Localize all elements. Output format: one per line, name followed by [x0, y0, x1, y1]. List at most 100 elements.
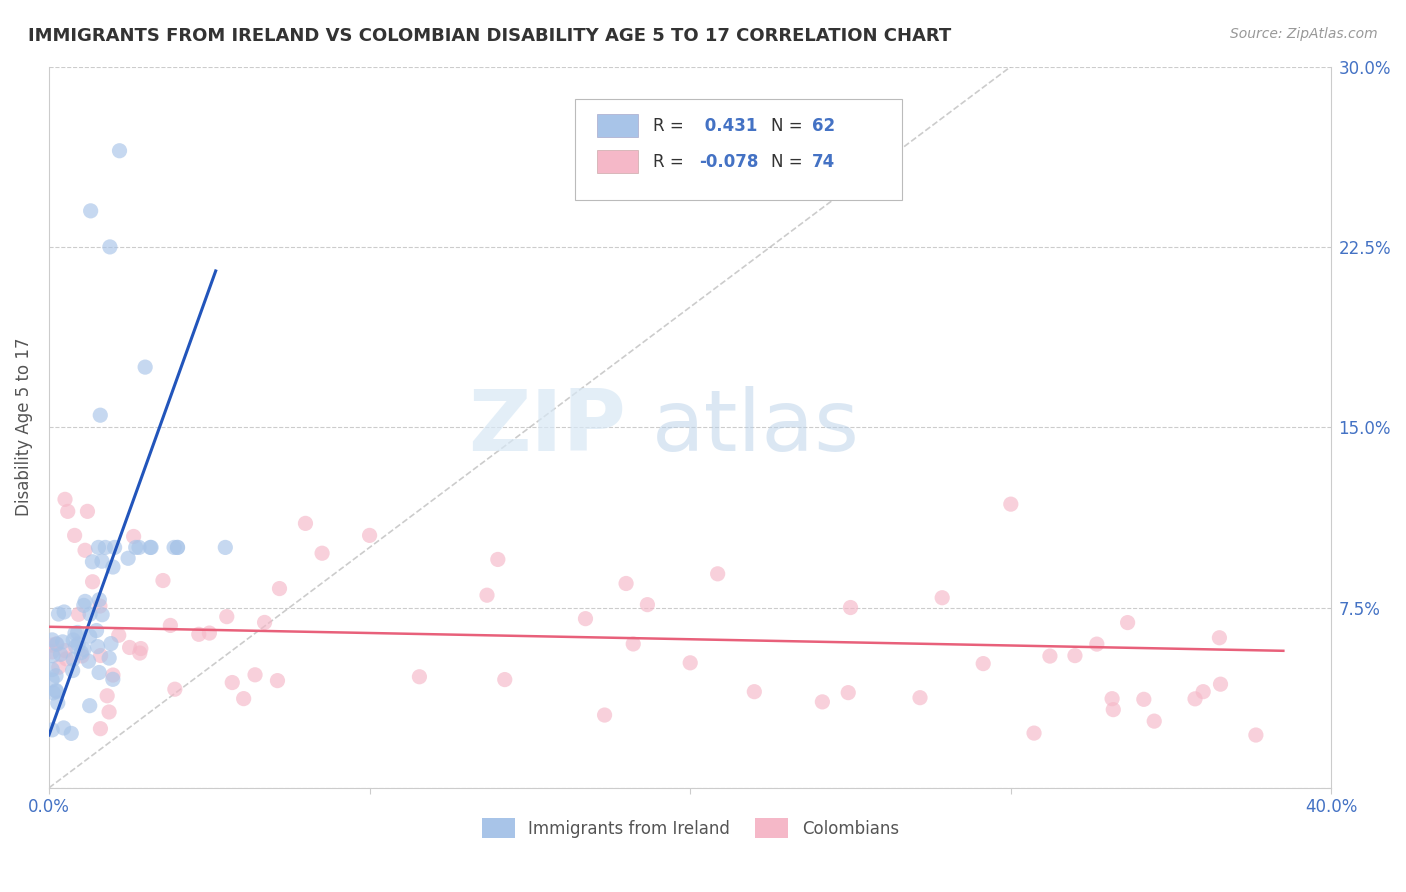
Point — [1101, 691, 1123, 706]
Point — [486, 552, 509, 566]
Point — [122, 529, 145, 543]
Point — [63, 626, 86, 640]
Text: IMMIGRANTS FROM IRELAND VS COLOMBIAN DISABILITY AGE 5 TO 17 CORRELATION CHART: IMMIGRANTS FROM IRELAND VS COLOMBIAN DIS… — [28, 27, 952, 45]
Point — [45, 684, 67, 698]
Point — [89, 722, 111, 736]
Point — [311, 546, 333, 560]
Text: ZIP: ZIP — [468, 385, 626, 468]
FancyBboxPatch shape — [596, 150, 637, 173]
Point — [79, 607, 101, 621]
Point — [221, 675, 243, 690]
Text: -0.078: -0.078 — [699, 153, 759, 170]
Point — [56, 504, 79, 518]
Point — [636, 598, 658, 612]
Point — [215, 609, 238, 624]
Point — [67, 607, 90, 622]
Point — [104, 541, 127, 555]
Point — [90, 648, 112, 663]
Point — [972, 657, 994, 671]
Point — [232, 691, 254, 706]
Point — [101, 673, 124, 687]
Point — [70, 648, 93, 663]
Point — [98, 651, 121, 665]
Point — [79, 203, 101, 218]
Point — [45, 683, 67, 698]
Point — [837, 685, 859, 699]
Point — [49, 648, 72, 662]
Text: 62: 62 — [813, 117, 835, 135]
FancyBboxPatch shape — [575, 99, 901, 200]
Point — [118, 640, 141, 655]
Point — [931, 591, 953, 605]
Text: 0.431: 0.431 — [699, 117, 763, 135]
Point — [243, 668, 266, 682]
Point — [1184, 691, 1206, 706]
Point — [73, 599, 96, 613]
Point — [66, 625, 89, 640]
Point — [108, 144, 131, 158]
Point — [166, 541, 188, 555]
Point — [166, 541, 188, 555]
Point — [53, 643, 76, 657]
Point — [94, 541, 117, 555]
Point — [908, 690, 931, 705]
Point — [62, 633, 84, 648]
Point — [48, 660, 70, 674]
Point — [839, 600, 862, 615]
Point — [408, 670, 430, 684]
Point — [53, 492, 76, 507]
Point — [82, 555, 104, 569]
Point — [294, 516, 316, 531]
Point — [98, 705, 121, 719]
Point — [53, 605, 76, 619]
Point — [1102, 703, 1125, 717]
Point — [41, 645, 63, 659]
Point — [494, 673, 516, 687]
Point — [152, 574, 174, 588]
Point — [73, 642, 96, 657]
Point — [101, 560, 124, 574]
Point — [41, 632, 63, 647]
Point — [1192, 684, 1215, 698]
Point — [621, 637, 644, 651]
Text: R =: R = — [652, 153, 689, 170]
Point — [45, 637, 67, 651]
Point — [86, 640, 108, 654]
Point — [163, 541, 186, 555]
Point — [107, 628, 129, 642]
Point — [89, 408, 111, 422]
Point — [266, 673, 288, 688]
Point — [62, 664, 84, 678]
Point — [1039, 649, 1062, 664]
Point — [253, 615, 276, 630]
Point — [82, 574, 104, 589]
Point — [1022, 726, 1045, 740]
Point — [87, 541, 110, 555]
Point — [139, 541, 162, 555]
Point — [65, 640, 87, 654]
Point — [129, 641, 152, 656]
Point — [475, 588, 498, 602]
Point — [96, 689, 118, 703]
Point — [46, 696, 69, 710]
Point — [706, 566, 728, 581]
Point — [63, 528, 86, 542]
Point — [614, 576, 637, 591]
Point — [42, 686, 65, 700]
Point — [214, 541, 236, 555]
Legend: Immigrants from Ireland, Colombians: Immigrants from Ireland, Colombians — [475, 812, 905, 845]
Point — [41, 663, 63, 677]
Point — [125, 541, 148, 555]
Point — [62, 652, 84, 666]
Point — [100, 637, 122, 651]
Text: 74: 74 — [813, 153, 835, 170]
Point — [87, 665, 110, 680]
Point — [128, 541, 150, 555]
Point — [1209, 677, 1232, 691]
Point — [744, 684, 766, 698]
Text: Source: ZipAtlas.com: Source: ZipAtlas.com — [1230, 27, 1378, 41]
Point — [1133, 692, 1156, 706]
Point — [89, 599, 111, 613]
Text: N =: N = — [770, 117, 808, 135]
Point — [117, 551, 139, 566]
